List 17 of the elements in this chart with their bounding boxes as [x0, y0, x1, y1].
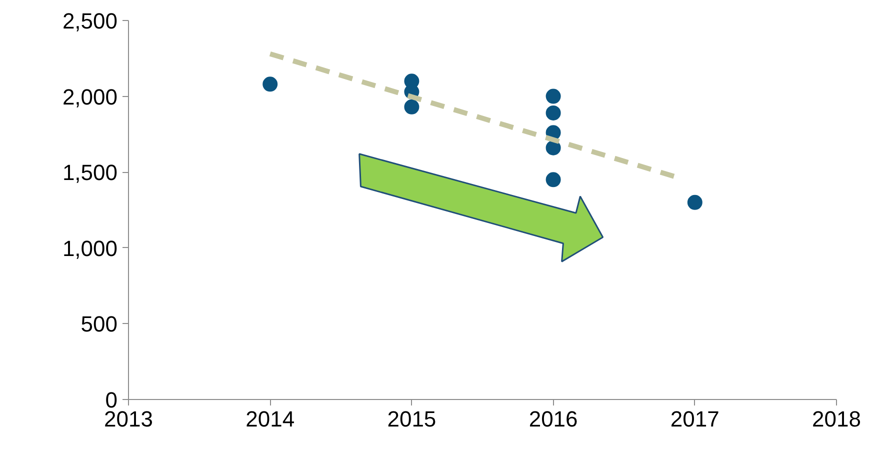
- y-tick-label: 2,500: [62, 8, 118, 34]
- x-tick-label: 2017: [670, 406, 720, 432]
- point: [546, 140, 561, 156]
- point: [687, 194, 702, 210]
- point: [546, 105, 561, 120]
- point: [262, 76, 278, 92]
- x-tick-label: 2016: [528, 406, 578, 432]
- y-tick-label: 1,000: [62, 236, 118, 261]
- point: [404, 99, 420, 114]
- point: [546, 88, 561, 104]
- y-tick-label: 500: [80, 312, 118, 337]
- x-tick-label: 2014: [246, 406, 295, 432]
- point: [546, 172, 561, 188]
- y-tick-label: 2,000: [62, 84, 118, 110]
- x-tick-label: 2018: [812, 406, 861, 432]
- x-tick-label: 2015: [387, 406, 436, 432]
- y-tick-label: 1,500: [62, 160, 118, 186]
